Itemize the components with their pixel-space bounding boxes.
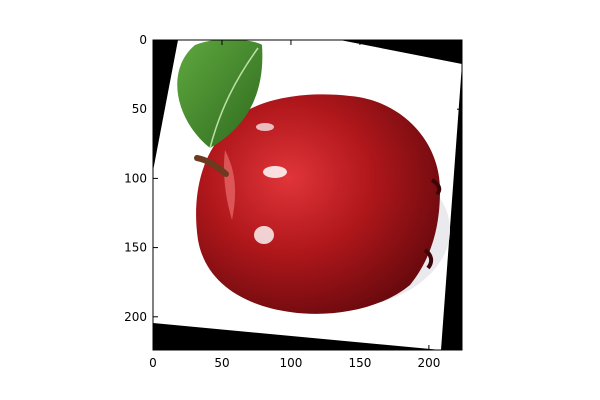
axes-frame	[152, 39, 463, 351]
y-tick-label: 100	[124, 171, 147, 185]
apple-highlight	[223, 150, 236, 220]
apple-stem	[194, 155, 229, 177]
apple-shine	[256, 123, 274, 131]
y-tick-label: 150	[124, 241, 147, 255]
apple	[196, 94, 450, 314]
axis-ticks: 0 50 100 150 200 0 50 100 150 200	[124, 33, 462, 370]
image-area	[153, 40, 462, 350]
apple-shine	[263, 166, 287, 178]
apple-body	[196, 94, 440, 314]
apple-right-notch	[430, 178, 442, 196]
x-tick-label: 200	[417, 356, 440, 370]
apple-shine	[254, 226, 274, 244]
y-tick-label: 50	[132, 102, 147, 116]
x-tick-label: 50	[214, 356, 229, 370]
x-tick-label: 150	[348, 356, 371, 370]
apple-bottom-notch	[423, 248, 434, 270]
y-tick-label: 200	[124, 310, 147, 324]
leaf-vein	[209, 47, 259, 149]
x-tick-label: 100	[279, 356, 302, 370]
x-tick-label: 0	[149, 356, 157, 370]
y-tick-label: 0	[139, 33, 147, 47]
leaf	[177, 40, 263, 149]
leaf-blade	[177, 40, 263, 148]
